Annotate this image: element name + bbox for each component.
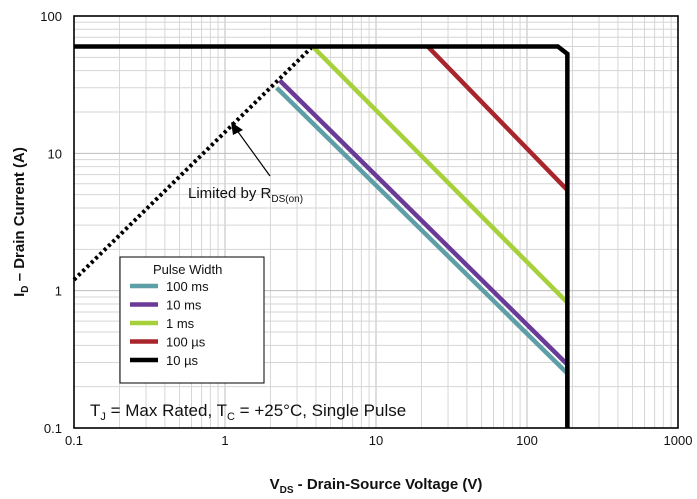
legend-entry-label: 1 ms (166, 316, 195, 331)
annotation-main: Limited by R (188, 185, 272, 202)
y-tick-label: 10 (48, 146, 62, 161)
plot-frame (73, 15, 679, 429)
condition-segment: T (90, 401, 100, 420)
x-tick-label: 0.1 (65, 433, 83, 448)
condition-segment: = Max Rated, T (106, 401, 227, 420)
y-axis-title-rest: – Drain Current (A) (11, 147, 28, 285)
annotation-arrowhead (231, 122, 243, 135)
condition-segment: = +25°C, Single Pulse (235, 401, 406, 420)
annotation-label: Limited by RDS(on) (188, 185, 303, 205)
annotation-arrow-line (235, 128, 271, 177)
rds-limit-group (72, 45, 314, 282)
condition-subscript: J (100, 411, 106, 423)
x-tick-label: 1 (221, 433, 228, 448)
y-tick-label: 1 (55, 284, 62, 299)
y-axis-title-main: I (11, 293, 28, 297)
legend: Pulse Width 100 ms 10 ms 1 ms 100 µs 10 µs (119, 256, 265, 384)
x-tick-label: 1000 (664, 433, 693, 448)
x-axis-title-rest: - Drain-Source Voltage (V) (294, 476, 483, 493)
rds-limit-line (72, 45, 314, 282)
condition-subscript: C (227, 411, 235, 423)
legend-title: Pulse Width (153, 262, 222, 277)
legend-entry-label: 10 ms (166, 298, 202, 313)
series-line-100-us (426, 44, 569, 192)
x-axis-title-sub: DS (280, 485, 294, 496)
series-line-10-us (74, 44, 570, 428)
legend-entry-label: 100 ms (166, 279, 209, 294)
legend-entries: 100 ms 10 ms 1 ms 100 µs 10 µs (130, 279, 209, 368)
y-tick-label: 0.1 (44, 421, 62, 436)
condition-text: TJ = Max Rated, TC = +25°C, Single Pulse (90, 401, 406, 423)
x-tick-label: 10 (369, 433, 383, 448)
x-axis-title: VDS - Drain-Source Voltage (V) (270, 476, 483, 496)
x-tick-label: 100 (516, 433, 538, 448)
legend-entry-label: 10 µs (166, 353, 199, 368)
legend-entry-label: 100 µs (166, 335, 206, 350)
y-axis-title-sub: D (20, 285, 31, 292)
annotation-sub: DS(on) (271, 194, 303, 205)
y-axis-title: ID – Drain Current (A) (11, 147, 31, 297)
tick-labels: 0.1 1 10 100 1000 0.1 1 10 100 (40, 9, 692, 448)
x-axis-title-main: V (270, 476, 280, 493)
series-group (74, 44, 570, 428)
y-tick-label: 100 (40, 9, 62, 24)
